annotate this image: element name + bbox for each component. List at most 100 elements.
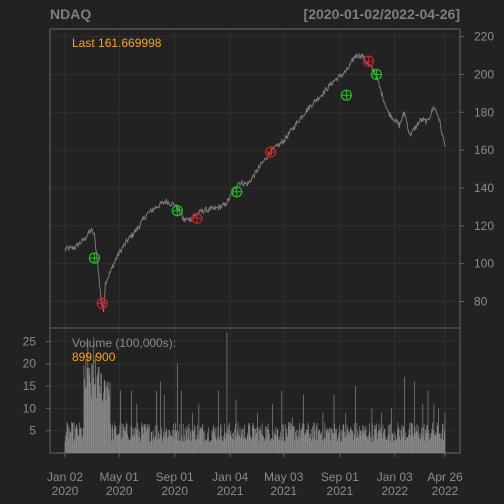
volume-bar xyxy=(115,426,117,453)
volume-bar xyxy=(280,431,281,453)
volume-bar xyxy=(108,389,110,453)
volume-bar xyxy=(330,440,332,453)
volume-bar xyxy=(427,424,428,453)
volume-bar xyxy=(257,428,259,453)
volume-bar xyxy=(274,433,275,453)
volume-bar xyxy=(312,426,313,453)
volume-bar xyxy=(312,437,314,453)
sell-signal-marker xyxy=(265,146,277,158)
volume-bar xyxy=(137,437,139,453)
volume-bar xyxy=(112,439,114,453)
volume-bar xyxy=(69,428,70,453)
volume-bar xyxy=(431,428,433,453)
volume-bar xyxy=(109,395,110,453)
volume-bar xyxy=(395,440,397,453)
volume-bar xyxy=(82,434,83,453)
volume-bar xyxy=(64,441,66,453)
volume-bar xyxy=(267,423,269,453)
volume-bar xyxy=(114,426,116,453)
volume-bar xyxy=(433,403,435,453)
volume-bar xyxy=(67,423,68,453)
volume-bar xyxy=(170,435,172,453)
volume-bar xyxy=(430,437,431,453)
volume-bar xyxy=(94,385,95,453)
volume-bar xyxy=(175,431,177,453)
volume-bar xyxy=(229,433,231,453)
volume-bar xyxy=(214,428,216,453)
volume-bar xyxy=(166,430,168,453)
volume-bar xyxy=(150,441,151,453)
volume-bar xyxy=(377,439,379,453)
volume-tick-label: 5 xyxy=(29,424,36,438)
volume-bar xyxy=(387,425,389,453)
volume-bar xyxy=(257,412,258,453)
volume-bar xyxy=(288,426,290,453)
volume-bar xyxy=(142,425,144,453)
volume-bar xyxy=(410,422,412,453)
volume-bar xyxy=(169,429,170,453)
volume-bar xyxy=(233,440,235,453)
x-tick-label: Jan 02 xyxy=(47,470,83,484)
volume-bar xyxy=(404,440,406,453)
volume-bar xyxy=(243,428,245,453)
volume-bar xyxy=(120,390,121,453)
volume-bar xyxy=(412,423,413,453)
volume-bar xyxy=(379,430,381,453)
volume-bar xyxy=(220,423,222,453)
volume-bar xyxy=(218,390,219,453)
volume-bar xyxy=(393,441,394,453)
volume-bar xyxy=(134,436,136,453)
volume-bar xyxy=(171,435,173,453)
volume-bar xyxy=(102,399,104,453)
volume-bar xyxy=(331,428,333,453)
volume-bar xyxy=(316,422,318,453)
volume-bar xyxy=(165,428,167,453)
volume-bar xyxy=(216,427,218,453)
volume-bar xyxy=(203,431,204,453)
volume-bar xyxy=(274,435,276,453)
volume-bar xyxy=(184,428,186,453)
volume-bar xyxy=(181,436,183,453)
volume-bar xyxy=(131,435,133,453)
x-tick-label: May 03 xyxy=(264,470,304,484)
volume-bar xyxy=(155,436,157,453)
volume-bar xyxy=(442,424,443,453)
volume-bar xyxy=(371,408,373,453)
volume-bar xyxy=(408,434,409,453)
volume-bar xyxy=(197,438,199,453)
volume-bar xyxy=(238,433,240,453)
volume-bar xyxy=(306,429,307,453)
volume-bar xyxy=(241,434,243,453)
volume-bar xyxy=(193,424,195,453)
volume-bar xyxy=(348,431,349,453)
volume-bar xyxy=(267,428,268,453)
volume-bar xyxy=(376,433,378,453)
volume-bar xyxy=(172,429,174,453)
volume-bar xyxy=(338,425,340,453)
volume-bar xyxy=(138,429,140,453)
volume-bar xyxy=(385,439,387,453)
volume-bar xyxy=(97,372,98,453)
sell-signal-marker xyxy=(362,55,375,67)
x-tick-year: 2021 xyxy=(270,484,297,498)
price-tick-label: 80 xyxy=(474,295,488,309)
volume-bar xyxy=(251,438,253,453)
volume-bar xyxy=(124,426,126,453)
volume-bar xyxy=(117,434,119,453)
volume-bar xyxy=(240,430,242,453)
volume-bar xyxy=(88,367,89,453)
x-tick-year: 2021 xyxy=(327,484,354,498)
volume-bar xyxy=(123,426,125,453)
volume-bar xyxy=(144,424,146,453)
x-tick-label: Jan 03 xyxy=(377,470,413,484)
volume-bar xyxy=(226,332,228,453)
price-tick-label: 180 xyxy=(474,105,494,119)
volume-bar xyxy=(146,431,147,453)
volume-bar xyxy=(244,424,245,453)
volume-bar xyxy=(135,429,137,453)
volume-bar xyxy=(276,436,277,453)
price-tick-label: 120 xyxy=(474,219,494,233)
volume-bar xyxy=(334,423,336,453)
volume-bar xyxy=(287,421,289,453)
volume-bar xyxy=(419,438,420,453)
